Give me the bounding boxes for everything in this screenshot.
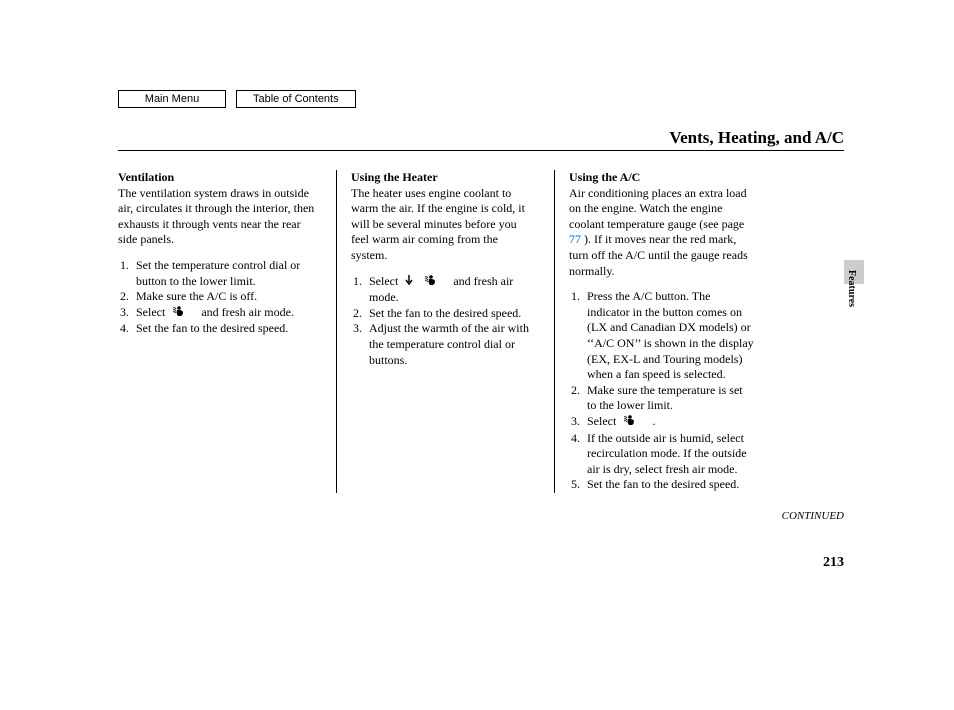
title-rule — [118, 150, 844, 151]
ventilation-intro: The ventilation system draws in outside … — [118, 186, 318, 248]
list-item: Press the A/C button. The indicator in t… — [583, 289, 754, 383]
page-number: 213 — [823, 555, 844, 571]
ac-steps: Press the A/C button. The indicator in t… — [569, 289, 754, 493]
ventilation-heading: Ventilation — [118, 170, 318, 186]
step-text: and fresh air mode. — [201, 305, 294, 319]
column-ventilation: Ventilation The ventilation system draws… — [118, 170, 336, 493]
content-columns: Ventilation The ventilation system draws… — [118, 170, 844, 493]
person-vent-icon — [424, 274, 446, 291]
page-reference-link[interactable]: 77 — [569, 232, 581, 246]
column-heater: Using the Heater The heater uses engine … — [336, 170, 554, 493]
list-item: Set the fan to the desired speed. — [583, 477, 754, 493]
list-item: Select — [365, 274, 536, 306]
down-arrow-icon — [405, 274, 413, 291]
step-text: . — [652, 414, 655, 428]
list-item: Make sure the A/C is off. — [132, 289, 318, 305]
page: Main Menu Table of Contents Vents, Heati… — [0, 0, 954, 128]
step-text: Select — [369, 274, 398, 288]
heater-steps: Select — [351, 274, 536, 369]
intro-text: ). If it moves near the red mark, turn o… — [569, 232, 748, 277]
list-item: Select and fresh air mode. — [132, 305, 318, 322]
list-item: Set the fan to the desired speed. — [365, 306, 536, 322]
list-item: Select . — [583, 414, 754, 431]
toc-button[interactable]: Table of Contents — [236, 90, 356, 108]
column-ac: Using the A/C Air conditioning places an… — [554, 170, 772, 493]
list-item: Make sure the temperature is set to the … — [583, 383, 754, 414]
person-vent-icon — [623, 414, 645, 431]
ac-heading: Using the A/C — [569, 170, 754, 186]
section-tab-label: Features — [846, 270, 857, 307]
intro-text: Air conditioning places an extra load on… — [569, 186, 747, 231]
page-title: Vents, Heating, and A/C — [669, 128, 844, 148]
list-item: If the outside air is humid, select reci… — [583, 431, 754, 478]
person-vent-icon — [172, 305, 194, 322]
list-item: Set the fan to the desired speed. — [132, 321, 318, 337]
main-menu-button[interactable]: Main Menu — [118, 90, 226, 108]
step-text: Select — [587, 414, 616, 428]
ac-intro: Air conditioning places an extra load on… — [569, 186, 754, 280]
heater-heading: Using the Heater — [351, 170, 536, 186]
heater-intro: The heater uses engine coolant to warm t… — [351, 186, 536, 264]
step-text: Select — [136, 305, 165, 319]
list-item: Set the temperature control dial or butt… — [132, 258, 318, 289]
ventilation-steps: Set the temperature control dial or butt… — [118, 258, 318, 337]
nav-bar: Main Menu Table of Contents — [118, 90, 356, 108]
continued-label: CONTINUED — [782, 510, 844, 522]
list-item: Adjust the warmth of the air with the te… — [365, 321, 536, 368]
